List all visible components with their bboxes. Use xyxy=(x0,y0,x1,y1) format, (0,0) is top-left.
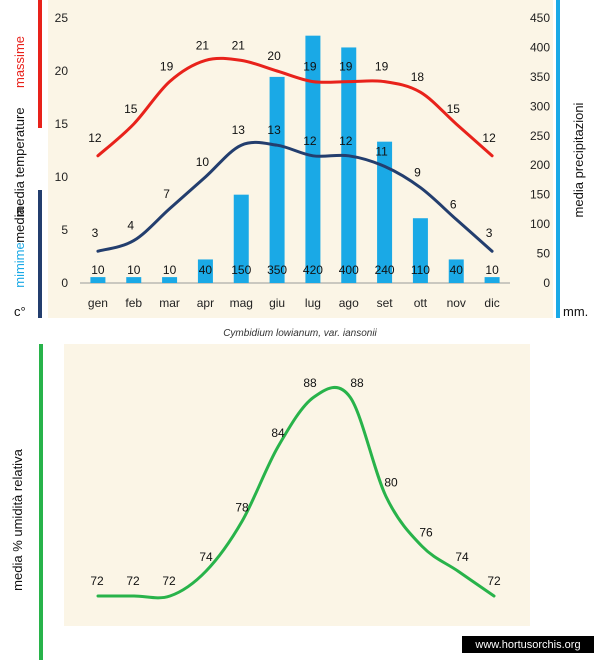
humidity-data-label: 72 xyxy=(126,574,140,588)
massime-data-label: 19 xyxy=(160,60,174,74)
precipitation-data-label: 150 xyxy=(231,263,251,277)
humidity-data-label: 72 xyxy=(487,574,501,588)
right-axis-tick-label: 300 xyxy=(530,99,550,113)
left-axis-tick-label: 5 xyxy=(61,223,68,237)
watermark-text: www.hortusorchis.org xyxy=(474,639,580,651)
mimime-data-label: 12 xyxy=(339,134,353,148)
mimime-data-label: 6 xyxy=(450,197,457,211)
mimime-data-label: 3 xyxy=(92,226,99,240)
humidity-data-label: 88 xyxy=(303,376,317,390)
month-tick-label: apr xyxy=(197,296,214,310)
climate-chart-page: massime media temperature media mimime c… xyxy=(0,0,600,660)
mimime-axis-label: mimime xyxy=(12,242,27,288)
precipitation-bar xyxy=(162,277,177,283)
month-tick-label: ott xyxy=(414,296,428,310)
massime-data-label: 12 xyxy=(482,131,496,145)
massime-data-label: 20 xyxy=(267,49,281,63)
right-axis-tick-label: 350 xyxy=(530,70,550,84)
right-axis-tick-label: 250 xyxy=(530,129,550,143)
precipitation-bar xyxy=(90,277,105,283)
left-axis-tick-label: 10 xyxy=(55,170,69,184)
mm-unit-label: mm. xyxy=(563,304,588,319)
month-tick-label: mag xyxy=(230,296,253,310)
precipitation-data-label: 10 xyxy=(485,263,499,277)
precipitation-data-label: 40 xyxy=(450,263,464,277)
precipitation-data-label: 10 xyxy=(163,263,177,277)
left-axis-tick-label: 15 xyxy=(55,117,69,131)
mimime-data-label: 7 xyxy=(163,187,170,201)
precipitation-data-label: 420 xyxy=(303,263,323,277)
humidity-data-label: 74 xyxy=(455,550,469,564)
precipitation-data-label: 110 xyxy=(411,263,430,277)
right-axis-tick-label: 150 xyxy=(530,188,550,202)
month-tick-label: feb xyxy=(125,296,142,310)
precipitation-data-label: 40 xyxy=(199,263,213,277)
month-tick-label: lug xyxy=(305,296,321,310)
humidity-data-label: 74 xyxy=(199,550,213,564)
right-axis-tick-label: 0 xyxy=(543,276,550,290)
precipitation-data-label: 350 xyxy=(267,263,287,277)
month-tick-label: giu xyxy=(269,296,285,310)
mimime-data-label: 11 xyxy=(375,144,388,158)
left-axis-tick-label: 20 xyxy=(55,64,69,78)
massime-axis-label: massime xyxy=(12,36,27,88)
temperature-axis-label: media temperature xyxy=(12,107,27,216)
precipitation-bar xyxy=(126,277,141,283)
mimime-data-label: 9 xyxy=(414,166,421,180)
massime-data-label: 19 xyxy=(303,60,317,74)
mimime-data-label: 12 xyxy=(303,134,317,148)
month-tick-label: set xyxy=(377,296,394,310)
month-tick-label: dic xyxy=(484,296,499,310)
media-axis-label: media xyxy=(12,207,27,243)
humidity-data-label: 84 xyxy=(271,426,285,440)
humidity-data-label: 72 xyxy=(162,574,176,588)
right-axis-tick-label: 200 xyxy=(530,158,550,172)
massime-data-label: 19 xyxy=(375,60,389,74)
left-axis-tick-label: 25 xyxy=(55,11,69,25)
mimime-data-label: 3 xyxy=(486,226,493,240)
month-tick-label: ago xyxy=(339,296,359,310)
climate-charts: massime media temperature media mimime c… xyxy=(0,0,600,660)
precipitation-bar xyxy=(270,77,285,283)
massime-data-label: 21 xyxy=(232,38,246,52)
right-axis-tick-label: 50 xyxy=(537,247,551,261)
massime-data-label: 18 xyxy=(411,70,425,84)
right-axis-tick-label: 450 xyxy=(530,11,550,25)
mimime-data-label: 13 xyxy=(267,123,281,137)
precipitation-data-label: 240 xyxy=(375,263,395,277)
precipitation-data-label: 10 xyxy=(127,263,141,277)
precipitation-bar xyxy=(485,277,500,283)
chart-caption: Cymbidium lowianum, var. iansonii xyxy=(223,328,377,339)
humidity-data-label: 88 xyxy=(350,376,364,390)
month-tick-label: mar xyxy=(159,296,180,310)
massime-data-label: 21 xyxy=(196,38,210,52)
precipitation-data-label: 400 xyxy=(339,263,359,277)
humidity-axis-label: media % umidità relativa xyxy=(10,448,25,590)
massime-data-label: 19 xyxy=(339,60,353,74)
humidity-data-label: 72 xyxy=(90,574,104,588)
humidity-data-label: 76 xyxy=(419,525,433,539)
massime-data-label: 15 xyxy=(447,102,461,116)
top-chart-panel xyxy=(48,0,553,318)
precipitation-data-label: 10 xyxy=(91,263,105,277)
left-axis-tick-label: 0 xyxy=(61,276,68,290)
right-axis-tick-label: 400 xyxy=(530,40,550,54)
massime-data-label: 12 xyxy=(88,131,102,145)
mimime-data-label: 10 xyxy=(196,155,210,169)
mimime-data-label: 13 xyxy=(232,123,246,137)
massime-data-label: 15 xyxy=(124,102,138,116)
precipitation-axis-label: media precipitazioni xyxy=(571,102,586,217)
humidity-data-label: 80 xyxy=(384,476,398,490)
celsius-unit-label: c° xyxy=(14,304,26,319)
humidity-data-label: 78 xyxy=(235,500,249,514)
month-tick-label: gen xyxy=(88,296,108,310)
mimime-data-label: 4 xyxy=(127,219,134,233)
month-tick-label: nov xyxy=(447,296,466,310)
right-axis-tick-label: 100 xyxy=(530,217,550,231)
